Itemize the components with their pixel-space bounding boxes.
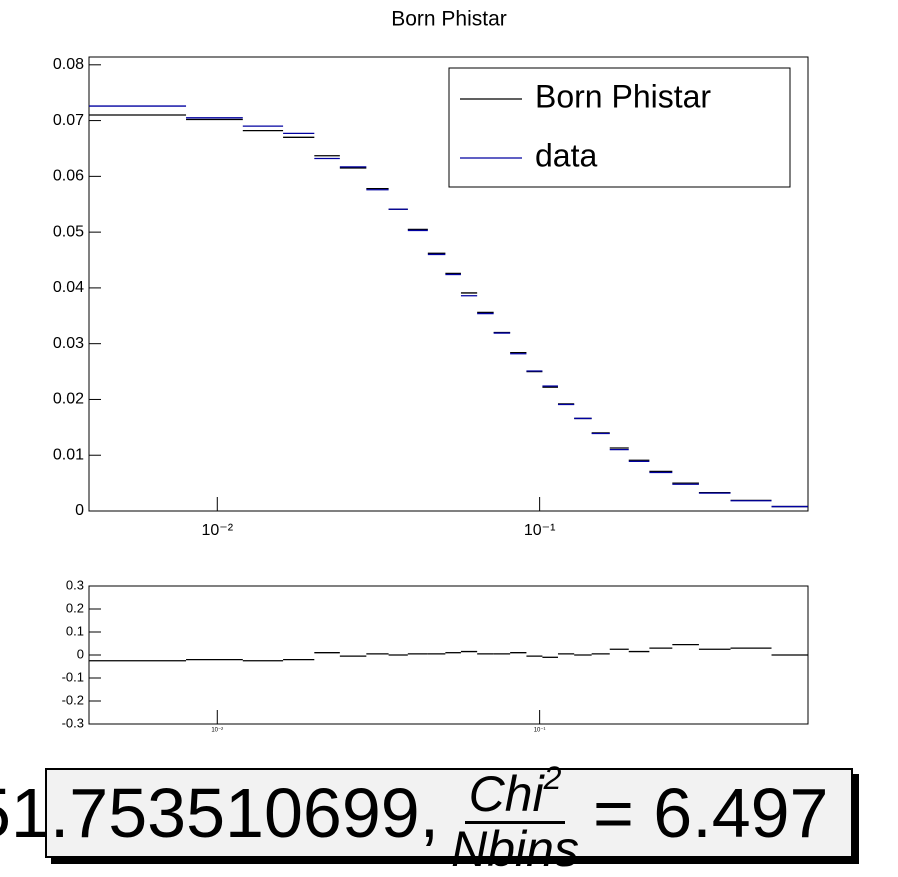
denominator: Nbins: [451, 820, 579, 877]
y-tick-label: 0.3: [66, 577, 84, 592]
x-tick-label: 10⁻¹: [534, 728, 546, 734]
y-tick-label: 0.02: [53, 391, 84, 408]
y-tick-label: 0.07: [53, 112, 84, 129]
annotation-text: 51.753510699,: [0, 774, 440, 852]
y-tick-label: 0.01: [53, 446, 84, 463]
y-tick-label: 0.05: [53, 223, 84, 240]
plot-frame: [88, 56, 809, 512]
legend-label: data: [535, 137, 597, 173]
y-tick-label: 0.04: [53, 279, 84, 296]
x-tick-label: 10⁻²: [201, 522, 233, 539]
y-tick-label: 0.08: [53, 56, 84, 73]
chart: Born Phistar 0 0.01 0.02 0.03 0.04 0.05 0.06 0.…: [53, 8, 809, 734]
y-tick-label: 0.06: [53, 168, 84, 185]
chart-title: Born Phistar: [391, 8, 507, 31]
y-tick-label: 0.1: [66, 623, 84, 638]
x-tick-label: 10⁻²: [211, 728, 223, 734]
y-tick-label: 0.2: [66, 600, 84, 615]
y-tick-label: -0.1: [62, 669, 84, 684]
y-tick-label: 0.03: [53, 335, 84, 352]
legend-label: Born Phistar: [535, 78, 711, 114]
y-tick-label: -0.3: [62, 715, 84, 730]
annotation-tail: = 6.497: [592, 774, 829, 852]
y-tick-label: -0.2: [62, 692, 84, 707]
legend-box: [448, 67, 791, 188]
y-tick-label: 0: [77, 646, 84, 661]
y-tick-label: 0: [75, 502, 84, 519]
power: 2: [543, 759, 562, 796]
numerator: Chi2: [464, 753, 566, 824]
fraction: Chi2 Nbins: [451, 753, 579, 874]
x-tick-label: 10⁻¹: [524, 522, 556, 539]
annotation: 51.753510699, Chi2 Nbins = 6.497: [0, 758, 829, 874]
stats-box: [45, 768, 853, 858]
numerator-text: Chi: [468, 765, 544, 822]
ratio-frame: [88, 585, 809, 725]
